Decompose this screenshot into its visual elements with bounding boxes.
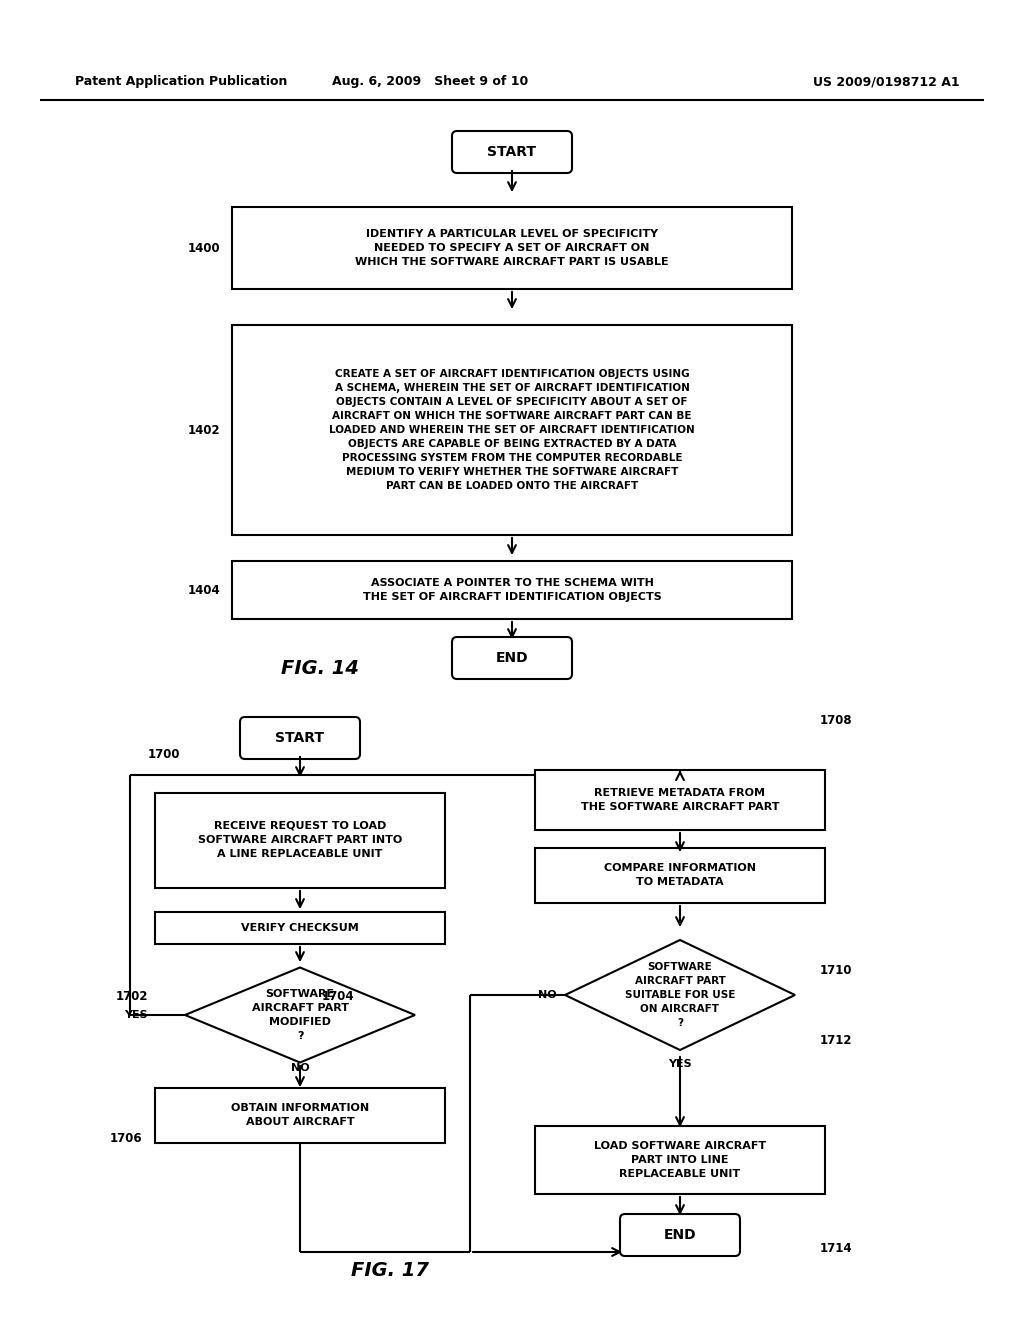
Text: NO: NO	[539, 990, 557, 1001]
Text: LOAD SOFTWARE AIRCRAFT
PART INTO LINE
REPLACEABLE UNIT: LOAD SOFTWARE AIRCRAFT PART INTO LINE RE…	[594, 1140, 766, 1179]
Bar	[155, 792, 445, 887]
Text: CREATE A SET OF AIRCRAFT IDENTIFICATION OBJECTS USING
A SCHEMA, WHEREIN THE SET : CREATE A SET OF AIRCRAFT IDENTIFICATION …	[329, 370, 695, 491]
Text: RETRIEVE METADATA FROM
THE SOFTWARE AIRCRAFT PART: RETRIEVE METADATA FROM THE SOFTWARE AIRC…	[581, 788, 779, 812]
Text: END: END	[664, 1228, 696, 1242]
FancyBboxPatch shape	[452, 131, 572, 173]
Bar	[232, 207, 792, 289]
Polygon shape	[185, 968, 415, 1063]
Text: YES: YES	[669, 1059, 692, 1069]
Text: FIG. 17: FIG. 17	[351, 1261, 429, 1279]
Bar	[535, 847, 825, 903]
Text: 1700: 1700	[148, 748, 180, 762]
Text: 1400: 1400	[187, 242, 220, 255]
Text: OBTAIN INFORMATION
ABOUT AIRCRAFT: OBTAIN INFORMATION ABOUT AIRCRAFT	[231, 1104, 369, 1127]
Text: ASSOCIATE A POINTER TO THE SCHEMA WITH
THE SET OF AIRCRAFT IDENTIFICATION OBJECT: ASSOCIATE A POINTER TO THE SCHEMA WITH T…	[362, 578, 662, 602]
Text: START: START	[487, 145, 537, 158]
Text: 1710: 1710	[820, 964, 853, 977]
Bar	[155, 912, 445, 944]
Text: RECEIVE REQUEST TO LOAD
SOFTWARE AIRCRAFT PART INTO
A LINE REPLACEABLE UNIT: RECEIVE REQUEST TO LOAD SOFTWARE AIRCRAF…	[198, 821, 402, 859]
Text: US 2009/0198712 A1: US 2009/0198712 A1	[813, 75, 961, 88]
Text: Aug. 6, 2009   Sheet 9 of 10: Aug. 6, 2009 Sheet 9 of 10	[332, 75, 528, 88]
Text: 1702: 1702	[116, 990, 148, 1003]
Text: 1714: 1714	[820, 1242, 853, 1254]
Text: Patent Application Publication: Patent Application Publication	[75, 75, 288, 88]
Polygon shape	[565, 940, 795, 1049]
Text: 1704: 1704	[322, 990, 354, 1003]
Text: VERIFY CHECKSUM: VERIFY CHECKSUM	[241, 923, 358, 933]
Text: START: START	[275, 731, 325, 744]
Text: 1404: 1404	[187, 583, 220, 597]
Text: 1712: 1712	[820, 1034, 853, 1047]
FancyBboxPatch shape	[452, 638, 572, 678]
Text: SOFTWARE
AIRCRAFT PART
MODIFIED
?: SOFTWARE AIRCRAFT PART MODIFIED ?	[252, 989, 348, 1041]
Text: 1402: 1402	[187, 424, 220, 437]
Text: END: END	[496, 651, 528, 665]
Bar	[535, 770, 825, 830]
Text: NO: NO	[291, 1063, 309, 1073]
Text: 1708: 1708	[820, 714, 853, 726]
FancyBboxPatch shape	[240, 717, 360, 759]
Bar	[535, 1126, 825, 1195]
Text: YES: YES	[124, 1010, 148, 1020]
FancyBboxPatch shape	[620, 1214, 740, 1257]
Text: FIG. 14: FIG. 14	[281, 659, 359, 677]
Bar	[232, 325, 792, 535]
Text: COMPARE INFORMATION
TO METADATA: COMPARE INFORMATION TO METADATA	[604, 863, 756, 887]
Text: SOFTWARE
AIRCRAFT PART
SUITABLE FOR USE
ON AIRCRAFT
?: SOFTWARE AIRCRAFT PART SUITABLE FOR USE …	[625, 962, 735, 1028]
Text: 1706: 1706	[110, 1131, 142, 1144]
Bar	[155, 1088, 445, 1143]
Text: IDENTIFY A PARTICULAR LEVEL OF SPECIFICITY
NEEDED TO SPECIFY A SET OF AIRCRAFT O: IDENTIFY A PARTICULAR LEVEL OF SPECIFICI…	[355, 228, 669, 267]
Bar	[232, 561, 792, 619]
